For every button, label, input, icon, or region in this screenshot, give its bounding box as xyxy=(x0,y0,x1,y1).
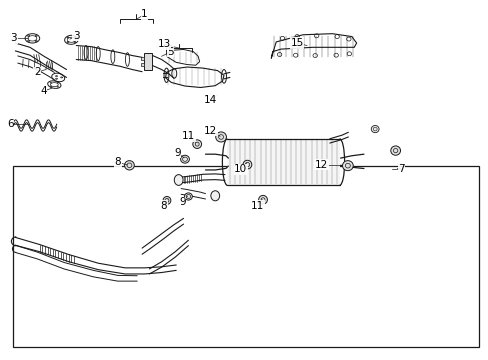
Text: 9: 9 xyxy=(179,197,185,207)
Bar xyxy=(143,53,152,69)
Text: 10: 10 xyxy=(234,164,246,174)
Bar xyxy=(141,57,143,60)
Bar xyxy=(13,166,478,347)
Text: 11: 11 xyxy=(182,131,195,141)
Text: 3: 3 xyxy=(73,31,80,41)
Ellipse shape xyxy=(215,132,226,142)
Text: 5: 5 xyxy=(167,47,173,57)
Bar xyxy=(227,139,339,185)
Bar xyxy=(141,63,143,66)
Text: 14: 14 xyxy=(203,95,217,105)
Text: 12: 12 xyxy=(314,160,327,170)
Ellipse shape xyxy=(370,126,378,133)
Text: 4: 4 xyxy=(40,86,47,96)
Ellipse shape xyxy=(342,161,352,171)
Text: 12: 12 xyxy=(203,126,217,135)
Text: 15: 15 xyxy=(290,38,303,48)
Ellipse shape xyxy=(210,191,219,201)
Ellipse shape xyxy=(184,193,192,200)
Text: 11: 11 xyxy=(250,201,264,211)
Ellipse shape xyxy=(180,155,189,163)
Ellipse shape xyxy=(243,160,251,169)
Text: 8: 8 xyxy=(161,201,167,211)
Text: 6: 6 xyxy=(7,119,14,129)
Ellipse shape xyxy=(174,175,183,185)
Ellipse shape xyxy=(258,195,267,204)
Text: 3: 3 xyxy=(11,33,17,43)
Ellipse shape xyxy=(192,140,201,148)
Text: 1: 1 xyxy=(141,9,147,19)
Text: 8: 8 xyxy=(114,157,121,167)
Ellipse shape xyxy=(390,146,400,155)
Ellipse shape xyxy=(124,161,134,170)
Ellipse shape xyxy=(163,197,170,204)
Text: 9: 9 xyxy=(174,148,180,158)
Text: 7: 7 xyxy=(397,163,404,174)
Text: 2: 2 xyxy=(34,67,41,77)
Text: 13: 13 xyxy=(157,40,170,49)
